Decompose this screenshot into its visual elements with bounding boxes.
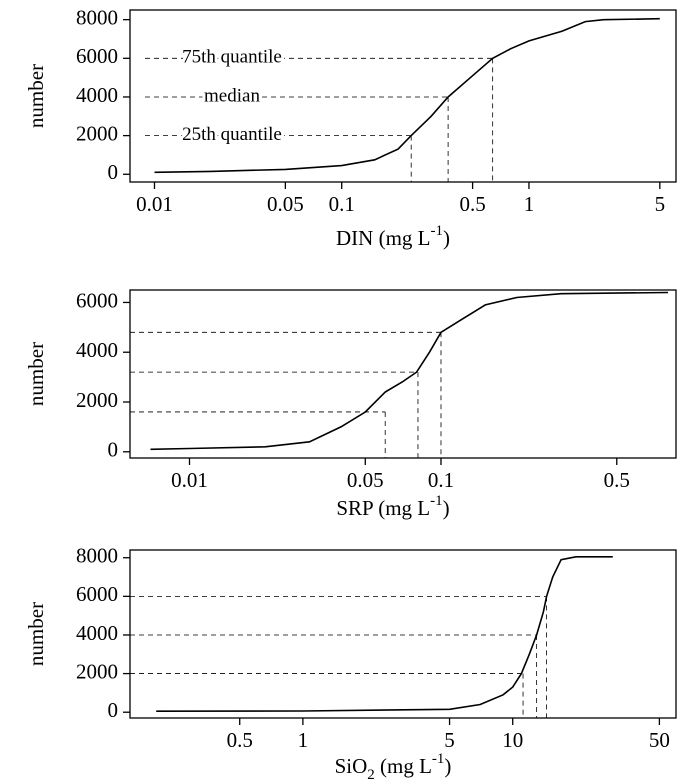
- x-axis-label-part: -1: [430, 493, 443, 509]
- y-axis-label: number: [24, 602, 48, 666]
- x-axis-label-part: ): [444, 754, 451, 778]
- x-axis-label-part: (mg L: [375, 754, 432, 778]
- x-axis-label: SRP (mg L-1): [336, 493, 449, 519]
- x-axis-label-part: 2: [367, 767, 375, 783]
- x-tick-label: 50: [649, 728, 670, 752]
- x-axis-label-part: SRP (mg L: [336, 496, 430, 520]
- y-tick-label: 4000: [76, 83, 118, 107]
- x-tick-label: 0.01: [136, 192, 173, 216]
- x-tick-label: 0.1: [329, 192, 355, 216]
- x-tick-label: 5: [444, 728, 455, 752]
- y-axis-label: number: [24, 342, 48, 406]
- x-tick-label: 0.05: [267, 192, 304, 216]
- x-axis-label-part: DIN (mg L: [336, 226, 430, 250]
- y-tick-label: 6000: [76, 582, 118, 606]
- x-tick-label: 0.05: [347, 468, 384, 492]
- x-axis-label-part: -1: [430, 223, 443, 239]
- x-tick-label: 1: [524, 192, 535, 216]
- quantile-label: 75th quantile: [182, 47, 282, 68]
- x-axis-label-part: ): [443, 226, 450, 250]
- cumulative-line: [154, 17, 660, 174]
- y-tick-label: 6000: [76, 44, 118, 68]
- x-tick-label: 0.5: [227, 728, 253, 752]
- x-tick-label: 0.5: [604, 468, 630, 492]
- y-tick-label: 4000: [76, 621, 118, 645]
- x-tick-label: 0.01: [171, 468, 208, 492]
- quantile-label: 25th quantile: [182, 124, 282, 145]
- x-tick-label: 0.1: [428, 468, 454, 492]
- y-tick-label: 2000: [76, 659, 118, 683]
- plot-frame: [129, 289, 677, 459]
- plot-frame: [129, 549, 677, 719]
- x-axis-label: DIN (mg L-1): [336, 223, 450, 249]
- y-tick-label: 4000: [76, 338, 118, 362]
- x-axis-label-part: -1: [432, 751, 445, 767]
- quantile-label: median: [204, 85, 260, 106]
- y-tick-label: 8000: [76, 544, 118, 568]
- y-tick-label: 0: [108, 438, 119, 462]
- x-tick-label: 10: [502, 728, 523, 752]
- x-tick-label: 5: [655, 192, 666, 216]
- x-tick-label: 1: [298, 728, 309, 752]
- y-tick-label: 8000: [76, 5, 118, 29]
- y-tick-label: 0: [108, 160, 119, 184]
- plot-frame: [129, 9, 677, 183]
- x-axis-label: SiO2 (mg L-1): [335, 751, 452, 783]
- y-tick-label: 2000: [76, 388, 118, 412]
- x-axis-label-part: ): [443, 496, 450, 520]
- cumulative-line: [156, 556, 613, 712]
- y-tick-label: 2000: [76, 121, 118, 145]
- y-axis-label: number: [24, 64, 48, 128]
- x-axis-label-part: SiO: [335, 754, 368, 778]
- cumulative-line: [150, 291, 669, 451]
- x-tick-label: 0.5: [459, 192, 485, 216]
- y-tick-label: 6000: [76, 288, 118, 312]
- y-tick-label: 0: [108, 698, 119, 722]
